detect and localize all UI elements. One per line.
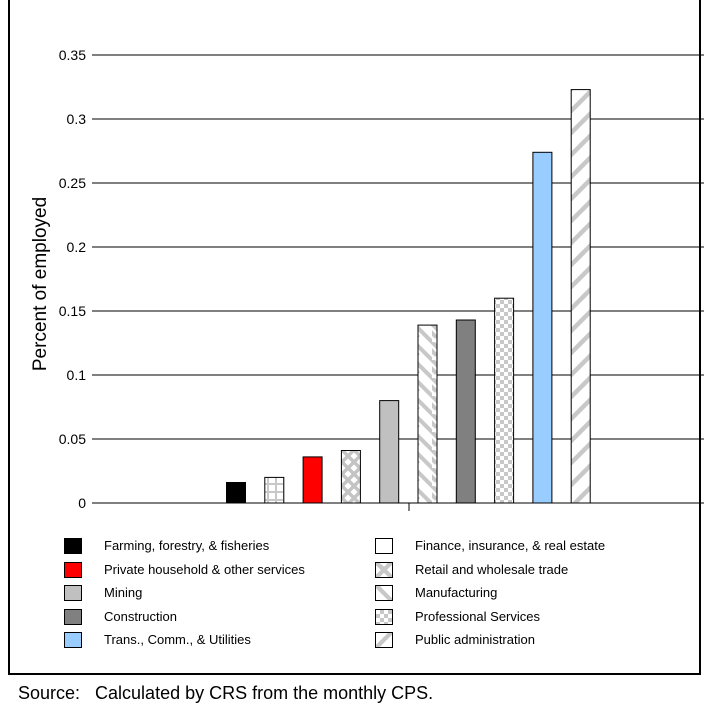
y-tick-label: 0 (78, 495, 86, 511)
legend-swatch (375, 585, 393, 601)
legend-swatch (375, 561, 393, 578)
legend-label: Professional Services (415, 608, 540, 624)
legend-label: Public administration (415, 632, 535, 647)
bar-mining (379, 400, 400, 504)
bar-trans-comm-utilities (532, 151, 553, 504)
bar-manufacturing (417, 324, 438, 504)
legend-swatch (375, 632, 393, 648)
legend-label: Farming, forestry, & fisheries (104, 538, 270, 553)
bar-professional-services (494, 297, 515, 504)
y-tick-label: 0.3 (67, 111, 87, 127)
bar-construction (455, 319, 476, 504)
y-tick-label: 0.35 (59, 47, 86, 63)
y-tick-label: 0.1 (67, 367, 87, 383)
y-axis-label: Percent of employed (30, 197, 51, 371)
legend-swatch (375, 538, 393, 554)
legend-swatch (375, 608, 393, 625)
legend-label: Finance, insurance, & real estate (415, 538, 606, 553)
bar-finance-insurance-real-estate (264, 476, 285, 504)
legend-label: Private household & other services (104, 561, 305, 577)
legend-swatch (64, 561, 82, 578)
gridlines (92, 54, 704, 440)
figure-frame (8, 0, 701, 675)
y-tick-label: 0.15 (59, 303, 86, 319)
legend-swatch (64, 608, 82, 625)
legend-label: Retail and wholesale trade (415, 561, 569, 577)
y-tick-label: 0.05 (59, 431, 86, 447)
y-tick-label: 0.2 (67, 239, 87, 255)
legend-label: Construction (104, 608, 177, 624)
legend-label: Trans., Comm., & Utilities (104, 632, 251, 647)
bar-farming-forestry-fisheries (226, 482, 246, 504)
source-note: Source: Calculated by CRS from the month… (18, 683, 434, 703)
y-tick-labels: 0 0.05 0.1 0.15 0.2 0.25 0.3 0.35 (59, 47, 86, 511)
legend-label: Mining (104, 585, 143, 600)
bar-chart: 0 0.05 0.1 0.15 0.2 0.25 0.3 0.35 Percent of em… (30, 47, 704, 511)
bar-public-administration (570, 89, 591, 504)
legend-swatch (64, 538, 82, 554)
legend-swatch (64, 632, 82, 648)
bar-private-household-other-services (302, 456, 323, 504)
legend-label: Manufacturing (415, 585, 498, 600)
bars (226, 89, 591, 504)
legend-swatch (64, 585, 82, 601)
y-tick-label: 0.25 (59, 175, 86, 191)
bar-retail-and-wholesale-trade (340, 450, 361, 504)
